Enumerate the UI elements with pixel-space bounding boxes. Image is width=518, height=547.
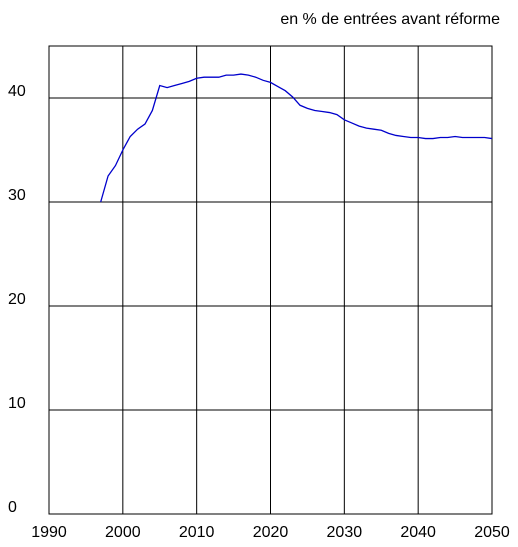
x-tick-label: 2030 — [327, 524, 363, 541]
chart-subtitle: en % de entrées avant réforme — [280, 11, 500, 28]
x-tick-label: 2040 — [400, 524, 436, 541]
y-tick-label: 10 — [8, 395, 26, 412]
y-tick-label: 40 — [8, 83, 26, 100]
x-tick-label: 2000 — [105, 524, 141, 541]
y-tick-label: 30 — [8, 187, 26, 204]
x-tick-label: 2020 — [253, 524, 289, 541]
y-tick-label: 0 — [8, 499, 17, 516]
x-tick-label: 2010 — [179, 524, 215, 541]
x-tick-label: 2050 — [474, 524, 510, 541]
y-tick-label: 20 — [8, 291, 26, 308]
x-tick-label: 1990 — [31, 524, 67, 541]
data-line — [100, 73, 493, 203]
